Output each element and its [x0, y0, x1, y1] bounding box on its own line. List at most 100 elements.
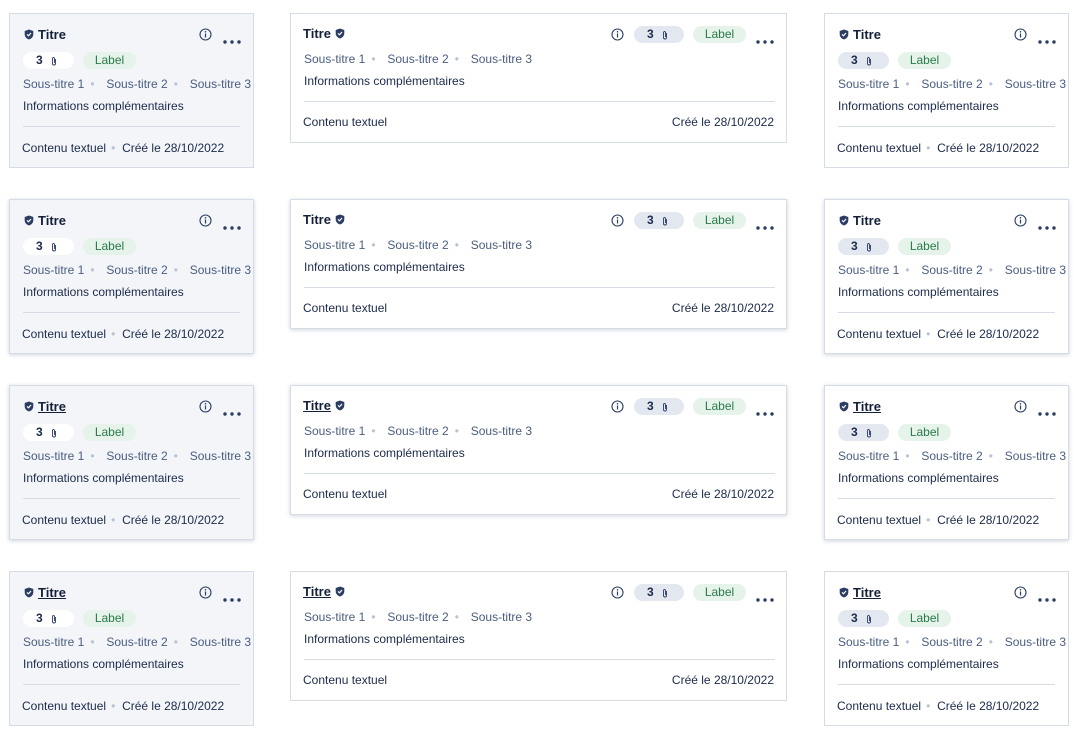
separator: • — [90, 77, 95, 91]
info-text: Informations complémentaires — [838, 99, 999, 113]
more-menu[interactable] — [1038, 33, 1056, 47]
subtitle: Sous-titre 2 — [387, 424, 449, 438]
divider — [838, 498, 1055, 499]
more-menu[interactable] — [223, 33, 241, 47]
more-menu[interactable] — [756, 405, 774, 419]
content-text: Contenu textuel — [303, 301, 388, 315]
info-icon[interactable] — [611, 214, 624, 230]
more-menu[interactable] — [1038, 405, 1056, 419]
separator: • — [90, 263, 95, 277]
card-title: Titre — [853, 27, 881, 42]
label-tag: Label — [693, 212, 746, 229]
subtitle: Sous-titre 1 — [838, 449, 900, 463]
card-title[interactable]: Titre — [853, 585, 881, 600]
created-date: Créé le 28/10/2022 — [671, 301, 774, 315]
card-title[interactable]: Titre — [38, 399, 66, 414]
more-menu[interactable] — [756, 33, 774, 47]
label-tag: Label — [693, 26, 746, 43]
attachment-count: 3 — [23, 610, 74, 627]
separator: • — [926, 327, 931, 341]
subtitle: Sous-titre 1 — [304, 52, 366, 66]
info-icon[interactable] — [1014, 586, 1027, 602]
more-menu[interactable] — [223, 405, 241, 419]
attachment-count: 3 — [838, 610, 889, 627]
attachment-count: 3 — [23, 424, 74, 441]
separator: • — [111, 141, 116, 155]
separator: • — [90, 449, 95, 463]
card-title: Titre — [38, 213, 66, 228]
card-title[interactable]: Titre — [853, 399, 881, 414]
info-icon[interactable] — [199, 214, 212, 230]
content-text: Contenu textuel — [303, 115, 388, 129]
subtitle: Sous-titre 3 — [470, 238, 533, 252]
count: 3 — [851, 53, 858, 67]
content-text: Contenu textuel — [303, 673, 388, 687]
separator: • — [173, 449, 178, 463]
verified-icon — [839, 587, 849, 601]
more-menu[interactable] — [756, 591, 774, 605]
label-tag: Label — [83, 52, 136, 69]
divider — [838, 312, 1055, 313]
more-menu[interactable] — [223, 219, 241, 233]
more-menu[interactable] — [223, 591, 241, 605]
attachment-count: 3 — [838, 52, 889, 69]
more-menu[interactable] — [1038, 219, 1056, 233]
count: 3 — [36, 53, 43, 67]
count: 3 — [647, 213, 654, 227]
attachment-count: 3 — [634, 212, 684, 229]
created-date: Créé le 28/10/2022 — [122, 327, 225, 341]
separator: • — [371, 52, 376, 66]
subtitle: Sous-titre 1 — [838, 263, 900, 277]
separator: • — [905, 77, 910, 91]
content-text: Contenu textuel — [22, 327, 107, 341]
created-date: Créé le 28/10/2022 — [122, 699, 225, 713]
card-title[interactable]: Titre — [38, 585, 66, 600]
info-text: Informations complémentaires — [23, 471, 184, 485]
created-date: Créé le 28/10/2022 — [937, 513, 1040, 527]
card: Titre 3 Label Sous-titre 1 • Sous-titre 2 • Sou… — [9, 385, 254, 540]
divider — [838, 126, 1055, 127]
info-icon[interactable] — [611, 400, 624, 416]
card: Titre 3 Label Sous-titre 1 • Sous-titre 2 • Sou… — [9, 571, 254, 726]
info-icon[interactable] — [199, 400, 212, 416]
content-text: Contenu textuel — [837, 699, 922, 713]
count: 3 — [647, 585, 654, 599]
separator: • — [371, 610, 376, 624]
label-tag: Label — [898, 52, 951, 69]
subtitle: Sous-titre 3 — [1004, 635, 1067, 649]
subtitle: Sous-titre 2 — [106, 263, 168, 277]
info-icon[interactable] — [199, 28, 212, 44]
card-title[interactable]: Titre — [303, 584, 331, 599]
separator: • — [371, 238, 376, 252]
card: Titre 3 Label Sous-titre 1 • Sous-titre 2 • Sou… — [824, 199, 1069, 354]
subtitle: Sous-titre 3 — [470, 424, 533, 438]
subtitle: Sous-titre 2 — [106, 635, 168, 649]
verified-icon — [335, 400, 345, 414]
content-text: Contenu textuel — [837, 141, 922, 155]
info-icon[interactable] — [1014, 28, 1027, 44]
info-icon[interactable] — [1014, 400, 1027, 416]
separator: • — [905, 449, 910, 463]
separator: • — [988, 77, 993, 91]
subtitle: Sous-titre 2 — [106, 77, 168, 91]
info-icon[interactable] — [1014, 214, 1027, 230]
attachment-count: 3 — [634, 26, 684, 43]
subtitle: Sous-titre 3 — [189, 77, 252, 91]
subtitle: Sous-titre 1 — [23, 263, 85, 277]
divider — [23, 126, 240, 127]
more-menu[interactable] — [1038, 591, 1056, 605]
separator: • — [926, 699, 931, 713]
separator: • — [173, 77, 178, 91]
subtitle: Sous-titre 3 — [470, 52, 533, 66]
card-title[interactable]: Titre — [303, 398, 331, 413]
separator: • — [454, 610, 459, 624]
more-menu[interactable] — [756, 219, 774, 233]
info-icon[interactable] — [199, 586, 212, 602]
separator: • — [111, 699, 116, 713]
info-icon[interactable] — [611, 28, 624, 44]
attachment-count: 3 — [634, 398, 684, 415]
divider — [23, 498, 240, 499]
subtitle: Sous-titre 2 — [387, 610, 449, 624]
info-icon[interactable] — [611, 586, 624, 602]
